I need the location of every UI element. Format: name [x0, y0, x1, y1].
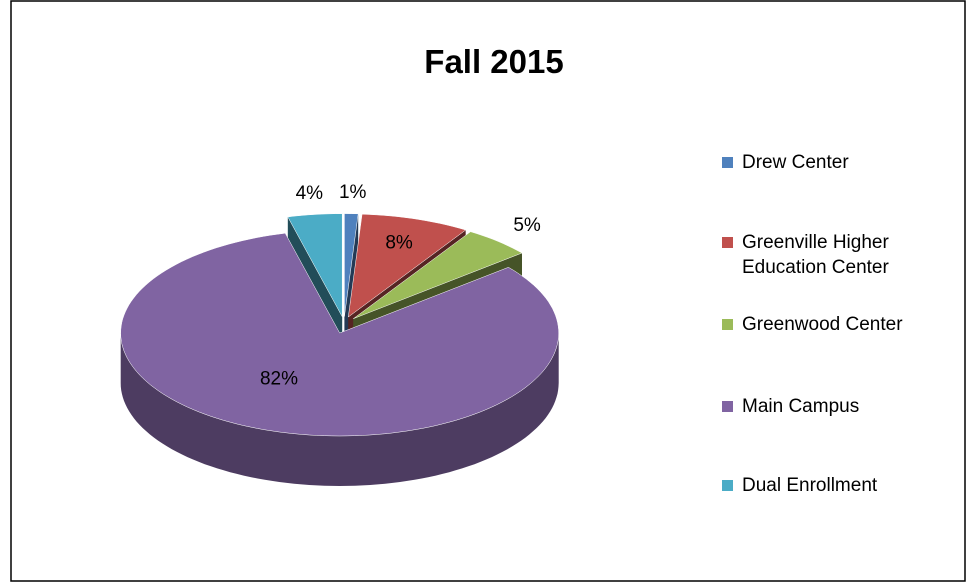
legend-label: Main Campus	[742, 396, 860, 417]
legend-swatch	[722, 401, 733, 412]
legend-label: Greenville Higher Education Center	[742, 232, 889, 278]
legend-swatch	[722, 157, 733, 168]
slice	[120, 232, 559, 437]
legend-item: Main Campus	[722, 394, 952, 419]
legend-item: Greenwood Center	[722, 312, 952, 337]
slice	[347, 213, 467, 318]
chart-title: Fall 2015	[424, 43, 563, 80]
legend-item: Dual Enrollment	[722, 473, 952, 498]
data-label: 5%	[513, 215, 541, 236]
slice-side	[120, 333, 559, 486]
data-label: 4%	[296, 183, 324, 204]
legend-swatch	[722, 237, 733, 248]
slice-edge	[344, 213, 359, 367]
legend-item: Drew Center	[722, 150, 952, 175]
legend-swatch	[722, 480, 733, 491]
legend-item: Greenville Higher Education Center	[722, 230, 952, 280]
data-label: 1%	[339, 182, 367, 203]
slice	[287, 213, 343, 317]
slice	[353, 231, 523, 319]
data-label: 8%	[385, 233, 413, 254]
legend-label: Greenwood Center	[742, 314, 903, 335]
legend-swatch	[722, 319, 733, 330]
slice	[344, 213, 359, 317]
legend-label: Dual Enrollment	[742, 475, 878, 496]
legend-label: Drew Center	[742, 152, 849, 173]
data-label: 82%	[260, 369, 298, 390]
